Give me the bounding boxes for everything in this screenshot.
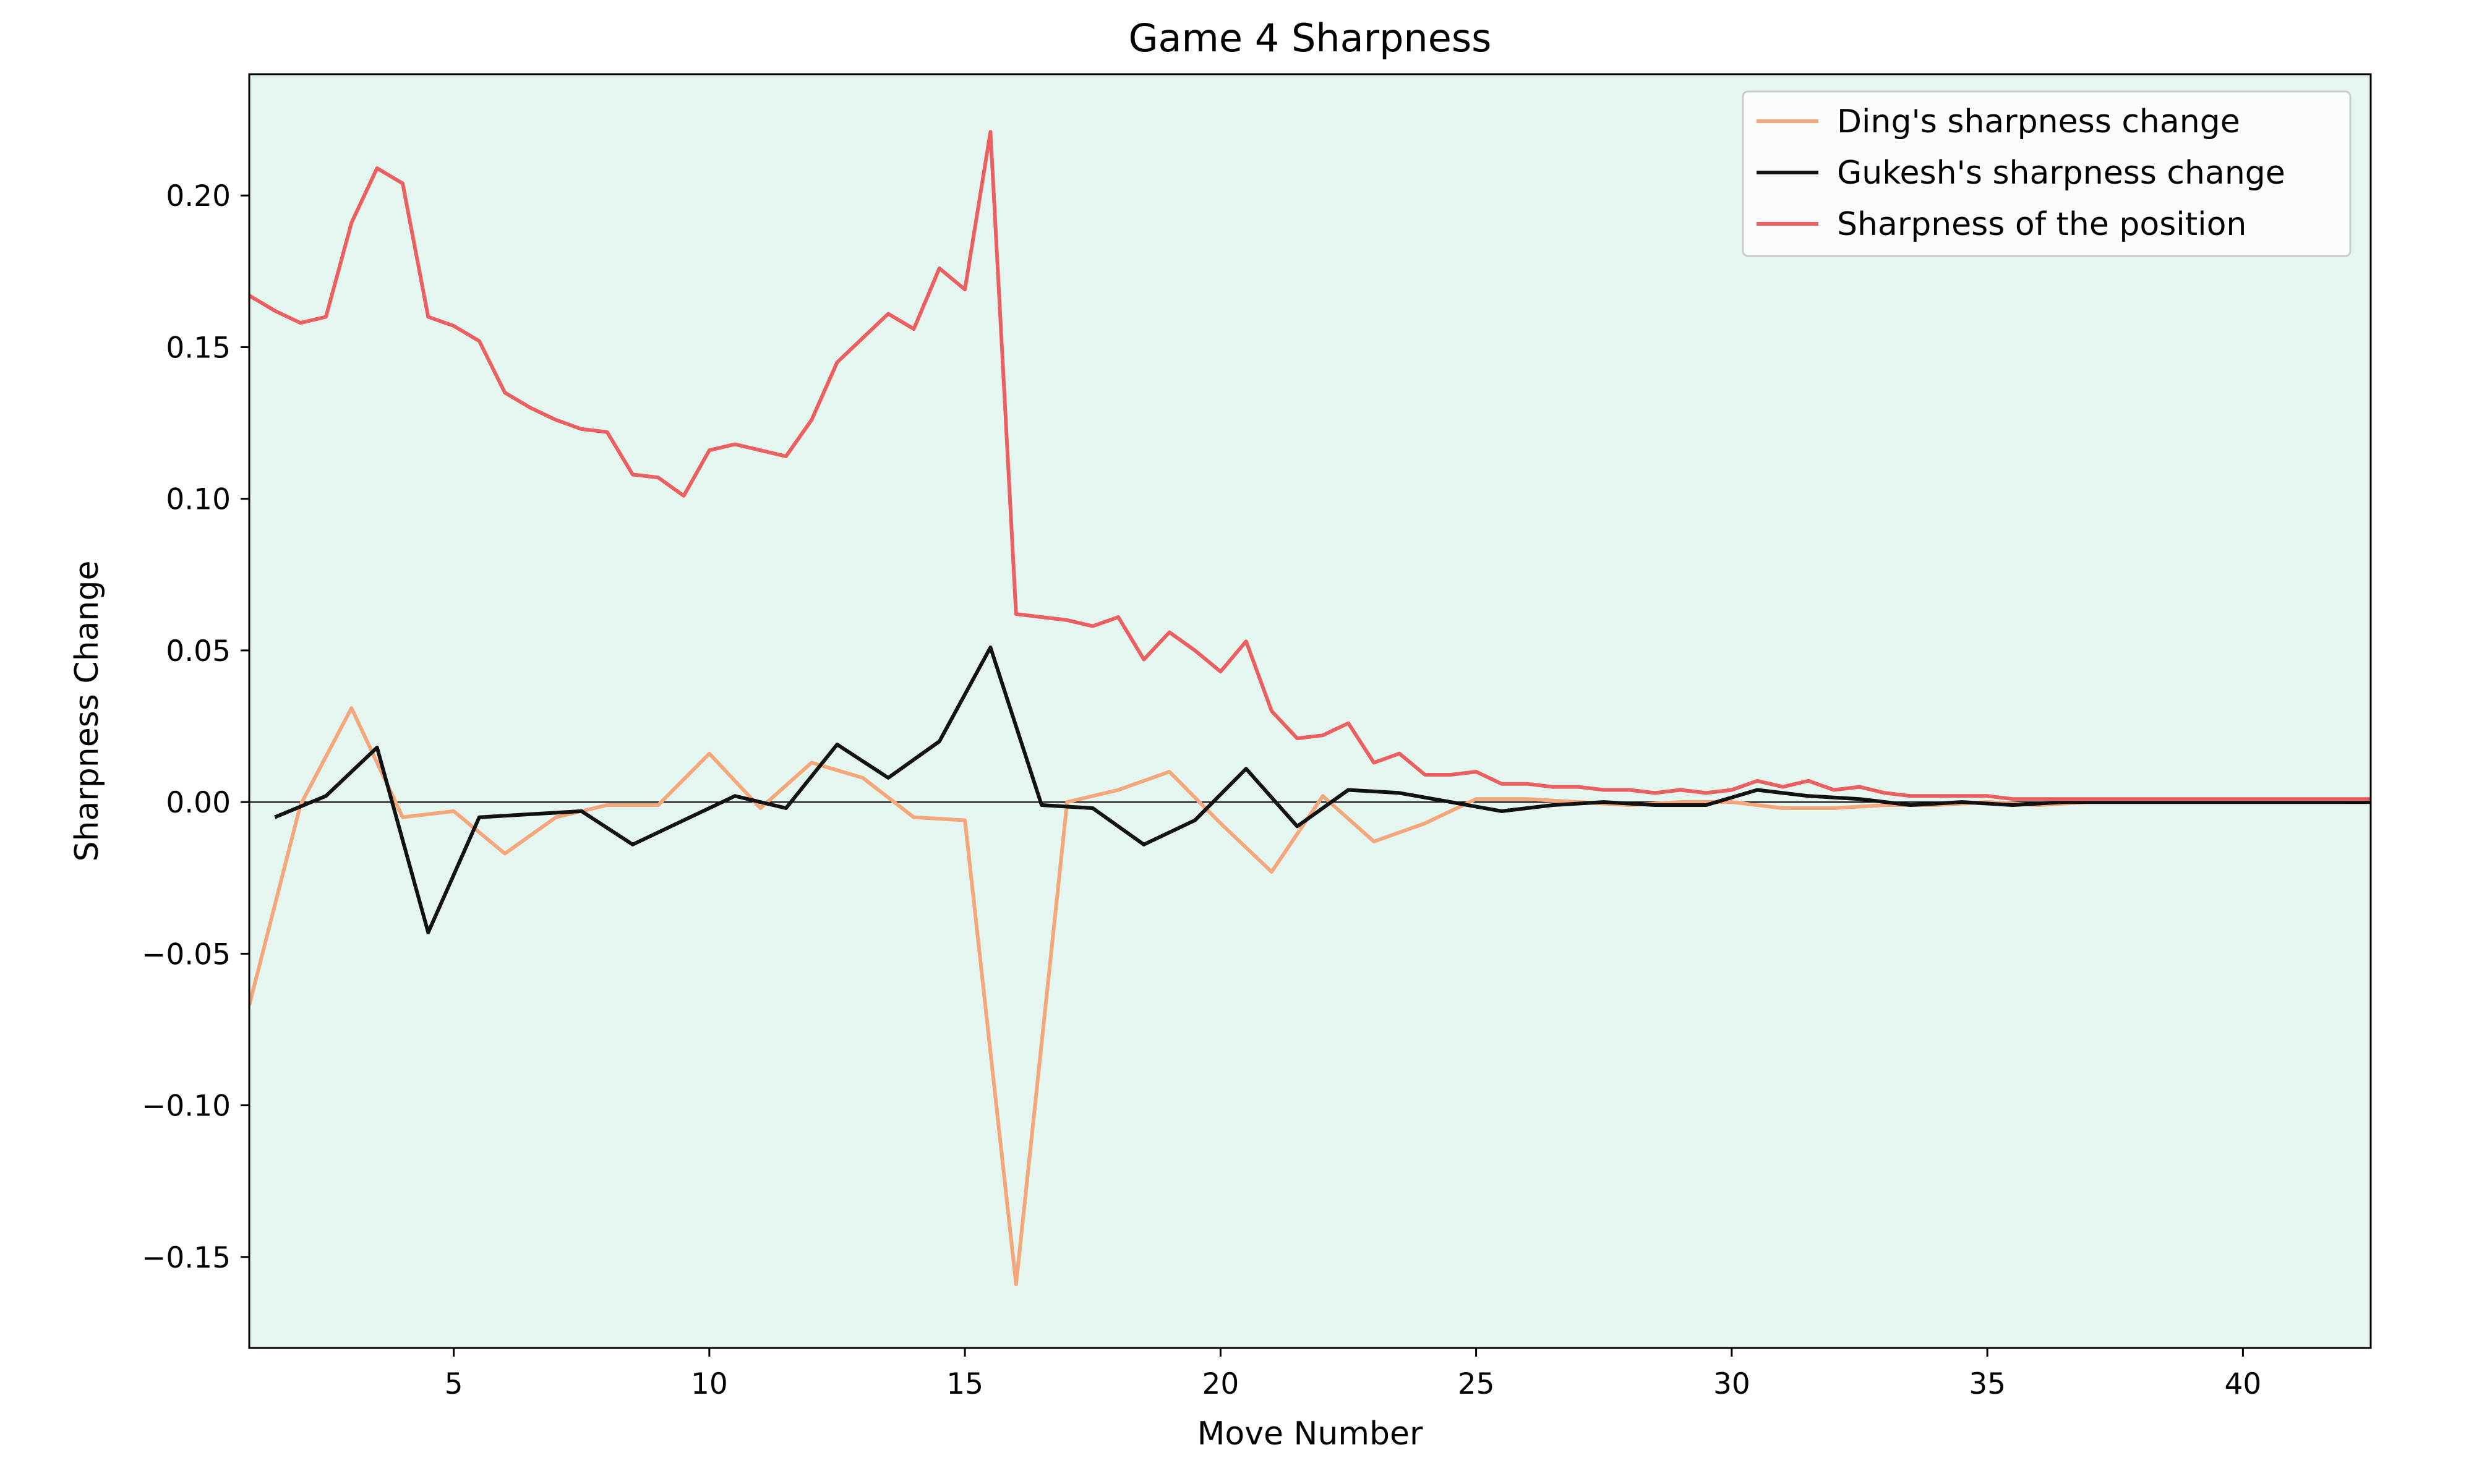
- plot-area-background: [249, 74, 2371, 1348]
- x-tick-label: 5: [445, 1367, 463, 1401]
- plot-frame: [248, 73, 2372, 1349]
- x-axis-label: Move Number: [1197, 1415, 1423, 1452]
- y-tick-label: 0.05: [166, 634, 231, 668]
- legend-label: Sharpness of the position: [1837, 206, 2246, 243]
- y-tick-label: 0.10: [166, 483, 231, 517]
- chart-title: Game 4 Sharpness: [1129, 15, 1492, 61]
- y-axis-ticks: −0.15 −0.10 −0.05 0.00 0.05 0.10 0.15 0.20: [142, 179, 249, 1275]
- x-tick-label: 25: [1458, 1367, 1495, 1401]
- series-line-gukesh-s-sharpness-change: [274, 646, 2371, 934]
- legend-label: Ding's sharpness change: [1837, 103, 2240, 140]
- x-tick-label: 40: [2224, 1367, 2261, 1401]
- x-tick-label: 35: [1969, 1367, 2006, 1401]
- y-tick-label: 0.15: [166, 331, 231, 365]
- legend-box: [1742, 90, 2352, 257]
- x-tick-label: 20: [1202, 1367, 1239, 1401]
- legend: Ding's sharpness change Gukesh's sharpnes…: [1742, 90, 2352, 257]
- y-axis-label: Sharpness Change: [69, 561, 106, 862]
- x-tick-label: 15: [946, 1367, 983, 1401]
- x-axis-ticks: 5 10 15 20 25 30 35 40: [445, 1348, 2261, 1401]
- x-tick-label: 30: [1713, 1367, 1750, 1401]
- y-tick-label: 0.20: [166, 179, 231, 213]
- series-line-sharpness-of-the-position: [249, 130, 2371, 801]
- series-layer: [249, 130, 2371, 1286]
- x-tick-label: 10: [691, 1367, 728, 1401]
- y-tick-label: −0.15: [142, 1241, 231, 1275]
- y-tick-label: 0.00: [166, 786, 231, 820]
- y-tick-label: −0.10: [142, 1090, 231, 1124]
- y-tick-label: −0.05: [142, 937, 231, 971]
- legend-label: Gukesh's sharpness change: [1837, 155, 2285, 192]
